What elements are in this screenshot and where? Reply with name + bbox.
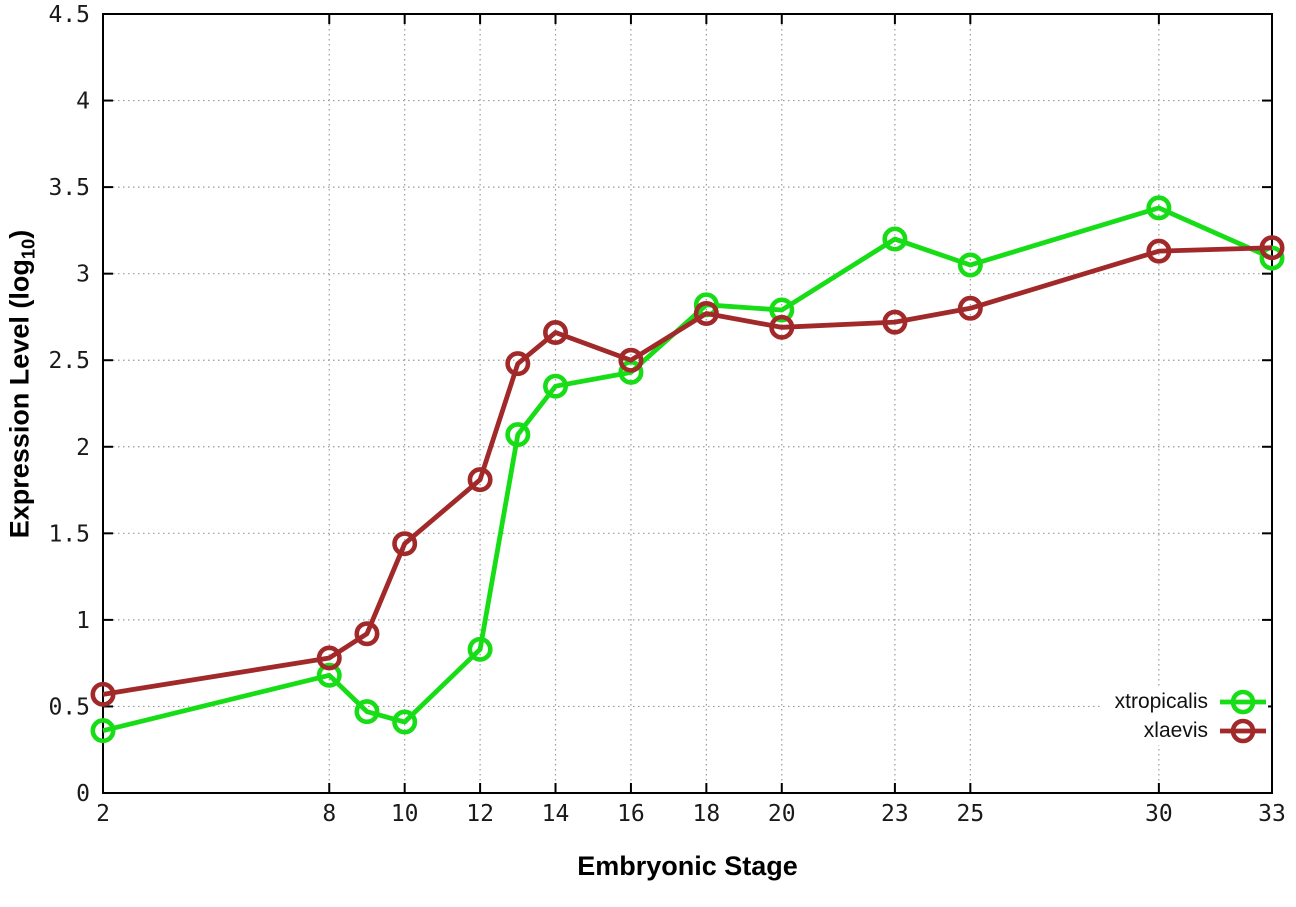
y-tick-label: 3 [76,262,90,288]
x-tick-label: 2 [96,801,110,827]
data-point-xlaevis [90,681,116,707]
data-point-xtropicalis [354,699,380,725]
data-point-xlaevis [543,320,569,346]
y-tick-label: 1.5 [48,521,90,547]
data-point-xtropicalis [882,226,908,252]
x-axis-title: Embryonic Stage [577,851,798,881]
y-tick-label: 0.5 [48,694,90,720]
data-point-xlaevis [882,309,908,335]
y-axis-title-subscript: 10 [17,238,39,260]
y-tick-label: 1 [76,608,90,634]
y-axis-title-text: Expression Level (log [4,259,35,539]
x-tick-label: 18 [693,801,721,827]
legend-marker-xtropicalis-icon [1220,689,1266,714]
y-axis-title-close: ) [4,229,35,239]
data-point-xlaevis [505,351,531,377]
y-tick-label: 4.5 [48,2,90,28]
x-tick-label: 20 [768,801,796,827]
x-tick-label: 23 [881,801,909,827]
x-tick-label: 14 [542,801,570,827]
data-point-xlaevis [693,300,719,326]
legend: xtropicalis xlaevis [1100,687,1268,745]
data-point-xtropicalis [392,709,418,735]
data-point-xtropicalis [467,636,493,662]
series-line-xlaevis [102,245,1273,697]
data-point-xlaevis [392,531,418,557]
data-point-xtropicalis [769,297,795,323]
data-point-xtropicalis [90,718,116,744]
data-point-xlaevis [618,347,644,373]
legend-item-xtropicalis: xtropicalis [1115,687,1268,716]
data-point-xlaevis [1259,235,1285,261]
data-point-xlaevis [1146,238,1172,264]
y-tick-label: 2.5 [48,348,90,374]
legend-item-xlaevis: xlaevis [1115,716,1268,745]
data-point-xtropicalis [1146,195,1172,221]
data-point-xlaevis [354,621,380,647]
legend-label-xlaevis: xlaevis [1143,718,1208,742]
legend-label-xtropicalis: xtropicalis [1114,689,1208,713]
data-point-xtropicalis [543,373,569,399]
data-point-xtropicalis [316,662,342,688]
x-tick-label: 12 [466,801,494,827]
y-tick-label: 0 [76,781,90,807]
y-tick-label: 3.5 [48,175,90,201]
plot-border [102,13,1273,794]
data-point-xlaevis [316,645,342,671]
data-point-xtropicalis [957,252,983,278]
data-point-xlaevis [467,467,493,493]
data-point-xtropicalis [505,422,531,448]
x-tick-label: 8 [322,801,336,827]
x-tick-label: 25 [956,801,984,827]
y-tick-label: 4 [76,89,90,115]
y-axis-title: Expression Level (log10) [4,230,39,539]
legend-marker-xlaevis-icon [1220,718,1266,743]
x-tick-label: 30 [1145,801,1173,827]
x-tick-label: 33 [1258,801,1286,827]
y-tick-label: 2 [76,435,90,461]
data-point-xlaevis [957,295,983,321]
x-tick-label: 10 [391,801,419,827]
x-tick-label: 16 [617,801,645,827]
series-line-xtropicalis [102,205,1273,734]
data-point-xlaevis [769,314,795,340]
